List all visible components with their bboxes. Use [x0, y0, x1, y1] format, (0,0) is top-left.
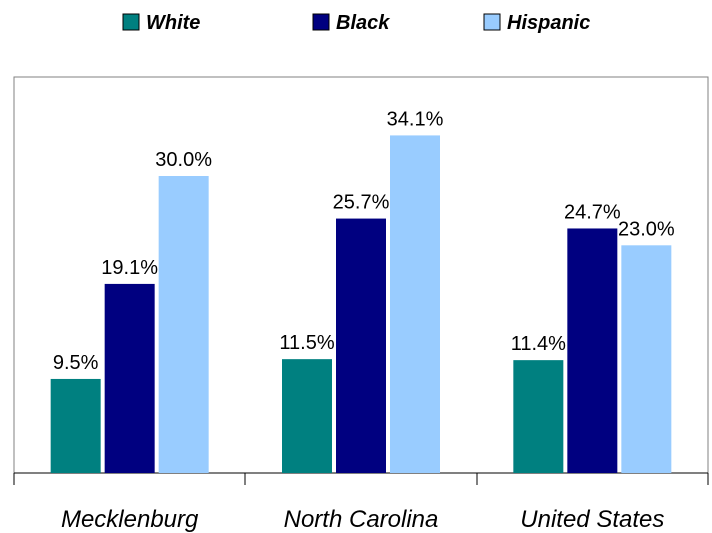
legend-swatch: [483, 13, 501, 31]
x-tick-label: United States: [520, 506, 664, 533]
data-label: 34.1%: [387, 108, 444, 130]
bar: [513, 360, 564, 473]
x-tick-label: North Carolina: [284, 506, 439, 533]
legend-label: White: [146, 12, 200, 34]
data-label: 30.0%: [155, 149, 212, 171]
bar: [567, 228, 618, 473]
bar: [621, 245, 672, 473]
legend-swatch: [122, 13, 140, 31]
data-label: 19.1%: [101, 257, 158, 279]
bar: [282, 359, 332, 473]
legend-label: Black: [336, 12, 390, 34]
bar: [158, 176, 209, 473]
data-label: 25.7%: [333, 192, 390, 214]
legend-label: Hispanic: [507, 12, 590, 34]
bar: [104, 283, 155, 473]
x-axis-ticks: [13, 473, 709, 485]
data-label: 11.5%: [279, 332, 334, 354]
data-label: 11.4%: [511, 333, 566, 355]
bar: [390, 135, 440, 473]
x-tick-label: Mecklenburg: [61, 506, 199, 533]
data-label: 23.0%: [618, 218, 675, 240]
bar: [336, 218, 386, 473]
data-label: 24.7%: [564, 201, 621, 223]
data-label: 9.5%: [53, 352, 99, 374]
legend-swatch: [312, 13, 330, 31]
bar: [50, 378, 101, 473]
